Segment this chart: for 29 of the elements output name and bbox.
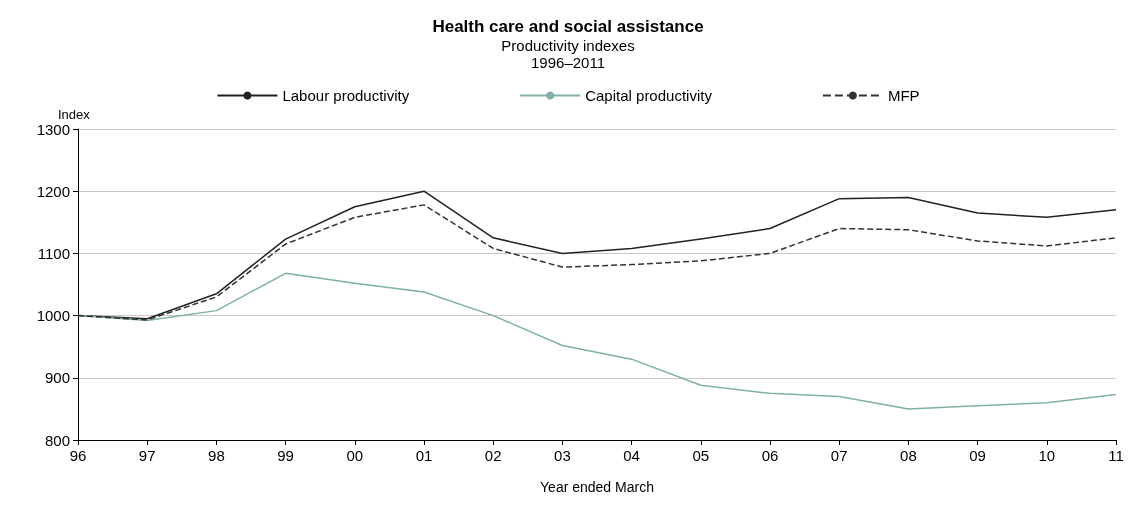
x-tick-label: 10: [1038, 447, 1056, 464]
x-tick-label: 05: [692, 447, 710, 464]
chart-title: Health care and social assistance: [432, 17, 704, 36]
x-tick-label: 98: [208, 447, 225, 464]
x-tick-label: 01: [415, 447, 433, 464]
x-tick-label: 99: [277, 447, 294, 464]
x-tick-label: 08: [900, 447, 917, 464]
y-tick-label: 1200: [36, 182, 70, 200]
x-tick-label: 02: [484, 447, 502, 464]
x-tick-label: 06: [761, 447, 779, 464]
x-axis-title: Year ended March: [540, 479, 654, 495]
y-axis-title: Index: [58, 107, 91, 122]
y-tick-label: 800: [44, 431, 70, 449]
y-tick-label: 1000: [36, 307, 70, 325]
x-tick-label: 00: [346, 447, 364, 464]
y-tick-label: 900: [44, 369, 70, 387]
y-tick-label: 1100: [37, 244, 70, 262]
legend-label: Labour productivity: [282, 87, 410, 104]
legend-label: MFP: [887, 87, 920, 104]
x-tick-label: 04: [623, 447, 640, 464]
y-tick-label: 1300: [36, 120, 70, 138]
legend-label: Capital productivity: [585, 87, 713, 104]
chart-subtitle: Productivity indexes 1996–2011: [501, 37, 635, 71]
x-tick-label: 07: [830, 447, 848, 464]
x-tick-label: 03: [554, 447, 571, 464]
x-tick-label: 09: [969, 447, 986, 464]
x-tick-label: 11: [1108, 447, 1124, 464]
x-tick-label: 96: [69, 447, 87, 464]
x-tick-label: 97: [138, 447, 156, 464]
